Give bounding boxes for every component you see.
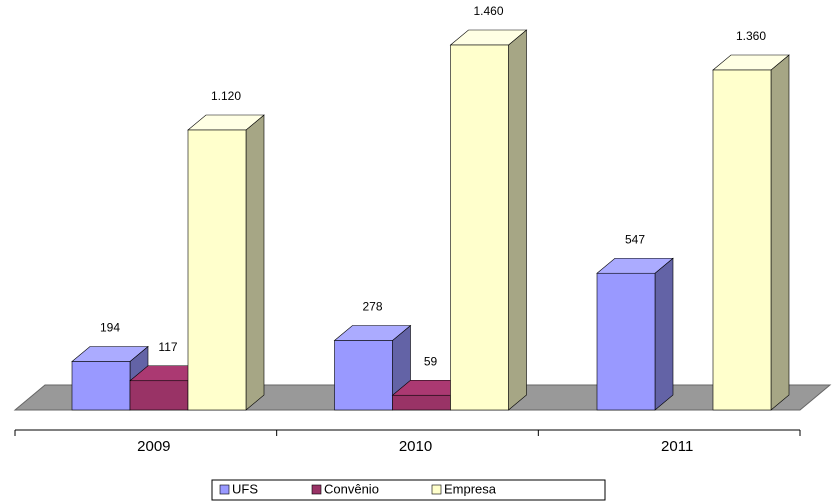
- bar-side: [654, 257, 674, 411]
- legend: [211, 479, 606, 501]
- bar: [187, 129, 247, 411]
- data-label: 547: [625, 232, 645, 246]
- x-tick-label: 2009: [137, 438, 170, 455]
- bar: [596, 272, 656, 411]
- bar: [334, 340, 393, 411]
- data-label: 1.460: [473, 4, 503, 18]
- legend-swatch: [219, 484, 230, 495]
- legend-swatch: [431, 484, 442, 495]
- bar: [392, 394, 451, 411]
- data-label: 1.120: [211, 89, 241, 103]
- x-tick-label: 2011: [661, 438, 693, 455]
- data-label: 117: [158, 340, 177, 354]
- data-label: 194: [100, 321, 120, 335]
- legend-label: Convênio: [324, 481, 379, 496]
- data-label: 278: [362, 300, 382, 314]
- data-label: 59: [424, 354, 438, 368]
- bar: [712, 69, 772, 411]
- bar: [129, 380, 189, 411]
- data-label: 1.360: [736, 29, 766, 43]
- bar: [71, 361, 131, 411]
- legend-label: UFS: [232, 481, 258, 496]
- legend-swatch: [311, 484, 322, 495]
- x-tick-label: 2010: [399, 438, 432, 455]
- bar-side: [508, 29, 527, 411]
- bar-side: [245, 114, 265, 411]
- legend-label: Empresa: [444, 481, 497, 496]
- bar-side: [770, 54, 790, 411]
- bar: [450, 44, 509, 411]
